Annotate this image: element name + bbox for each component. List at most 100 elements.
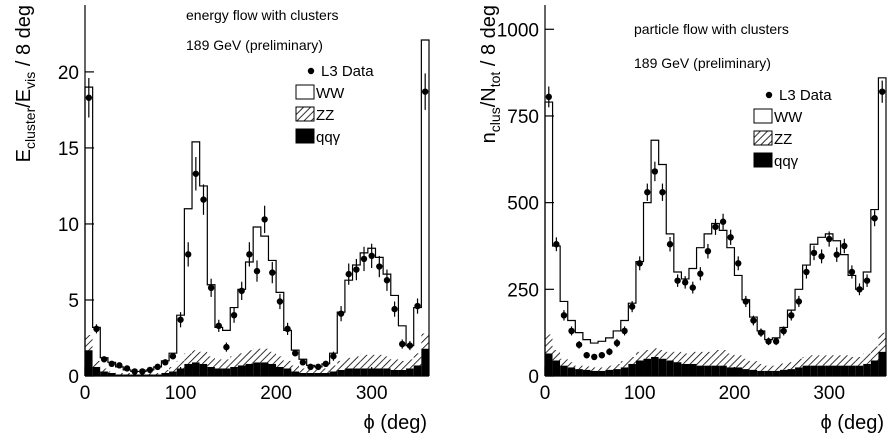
data-point bbox=[560, 312, 568, 319]
histogram-bar bbox=[605, 365, 614, 370]
data-point bbox=[215, 322, 222, 330]
histogram-bar bbox=[810, 355, 818, 366]
histogram-bar bbox=[352, 265, 361, 357]
histogram-bar bbox=[848, 365, 856, 376]
histogram-bar bbox=[787, 362, 796, 370]
histogram-bar bbox=[283, 360, 292, 369]
histogram-bar bbox=[314, 372, 322, 376]
histogram-bar bbox=[100, 371, 108, 376]
legend-swatch bbox=[295, 128, 315, 144]
histogram-bar bbox=[772, 370, 780, 376]
data-point bbox=[636, 260, 643, 267]
data-point bbox=[261, 216, 268, 223]
histogram-bar bbox=[123, 372, 131, 375]
histogram-bar bbox=[673, 362, 682, 376]
histogram-bar bbox=[192, 362, 200, 376]
histogram-bar bbox=[688, 351, 697, 364]
histogram-bar bbox=[375, 257, 384, 355]
histogram-bar bbox=[123, 374, 131, 376]
y-tick-label: 0 bbox=[68, 367, 79, 388]
data-point bbox=[871, 215, 878, 222]
histogram-bar bbox=[92, 366, 101, 376]
data-point bbox=[406, 342, 414, 349]
histogram-bar bbox=[613, 330, 621, 364]
histogram-bar bbox=[802, 265, 811, 357]
histogram-bar bbox=[795, 367, 803, 376]
x-tick-label: 200 bbox=[260, 383, 292, 404]
x-axis-label: ϕ (deg) bbox=[821, 412, 884, 434]
histogram-bar bbox=[276, 356, 284, 367]
histogram-bar bbox=[825, 355, 833, 366]
histogram-bar bbox=[628, 363, 636, 376]
histogram-bar bbox=[199, 185, 208, 352]
histogram-bar bbox=[207, 366, 215, 376]
histogram-bar bbox=[413, 365, 422, 376]
data-point bbox=[292, 349, 299, 357]
histogram-bar bbox=[321, 372, 330, 376]
legend-label: L3 Data bbox=[779, 87, 832, 104]
data-point bbox=[553, 241, 560, 248]
data-point bbox=[628, 303, 636, 310]
histogram-bar bbox=[85, 350, 93, 376]
histogram-bar bbox=[582, 369, 591, 376]
data-point bbox=[644, 189, 651, 196]
data-point bbox=[269, 269, 276, 276]
data-point bbox=[368, 252, 375, 260]
histogram-bar bbox=[772, 365, 780, 371]
y-axis-label-part: E bbox=[13, 149, 35, 162]
histogram-bar bbox=[352, 356, 361, 369]
histogram-bar bbox=[421, 39, 429, 334]
histogram-bar bbox=[260, 348, 269, 363]
histogram-bar bbox=[802, 365, 811, 376]
legend-label: ZZ bbox=[774, 131, 792, 148]
histogram-bar bbox=[360, 368, 368, 376]
histogram-bar bbox=[567, 362, 576, 368]
histogram-bar bbox=[605, 369, 614, 376]
histogram-bar bbox=[552, 360, 561, 376]
histogram-bar bbox=[421, 333, 429, 349]
histogram-bar bbox=[613, 363, 621, 370]
data-point bbox=[568, 327, 575, 335]
histogram-bar bbox=[635, 351, 644, 361]
histogram-bar bbox=[575, 365, 583, 370]
histogram-bar bbox=[719, 365, 727, 376]
histogram-bar bbox=[337, 369, 345, 376]
histogram-bar bbox=[711, 365, 720, 376]
histogram-bar bbox=[726, 353, 735, 368]
data-point bbox=[100, 356, 108, 363]
data-point bbox=[230, 311, 238, 319]
annotation: energy flow with clusters bbox=[186, 7, 339, 23]
histogram-bar bbox=[658, 349, 667, 359]
histogram-bar bbox=[704, 351, 712, 366]
histogram-bar bbox=[545, 102, 553, 335]
data-point bbox=[131, 368, 138, 375]
histogram-bar bbox=[169, 371, 177, 376]
histogram-bar bbox=[92, 360, 101, 367]
x-tick-label: 200 bbox=[719, 383, 751, 404]
histogram-bar bbox=[344, 368, 353, 376]
data-point bbox=[591, 353, 598, 361]
histogram-bar bbox=[651, 356, 659, 376]
histogram-bar bbox=[817, 355, 826, 366]
data-point bbox=[162, 359, 169, 366]
y-tick-label: 0 bbox=[528, 367, 539, 388]
histogram-bar bbox=[878, 77, 886, 333]
y-tick-label: 5 bbox=[68, 291, 79, 312]
legend-swatch bbox=[753, 130, 773, 146]
histogram-bar bbox=[184, 363, 193, 376]
histogram-bar bbox=[734, 367, 743, 376]
histogram-bar bbox=[146, 374, 154, 376]
histogram-bar bbox=[863, 363, 871, 376]
y-tick-label: 1000 bbox=[497, 20, 539, 41]
legend-marker bbox=[307, 67, 315, 75]
histogram-bar bbox=[85, 87, 93, 335]
histogram-bar bbox=[367, 248, 376, 355]
histogram-bar bbox=[390, 359, 399, 370]
histogram-bar bbox=[291, 365, 300, 372]
histogram-outline bbox=[84, 39, 430, 376]
data-point bbox=[795, 298, 803, 305]
histogram-bar bbox=[643, 202, 652, 350]
histogram-bar bbox=[337, 360, 345, 370]
histogram-bar bbox=[613, 369, 621, 376]
data-point bbox=[780, 327, 787, 335]
